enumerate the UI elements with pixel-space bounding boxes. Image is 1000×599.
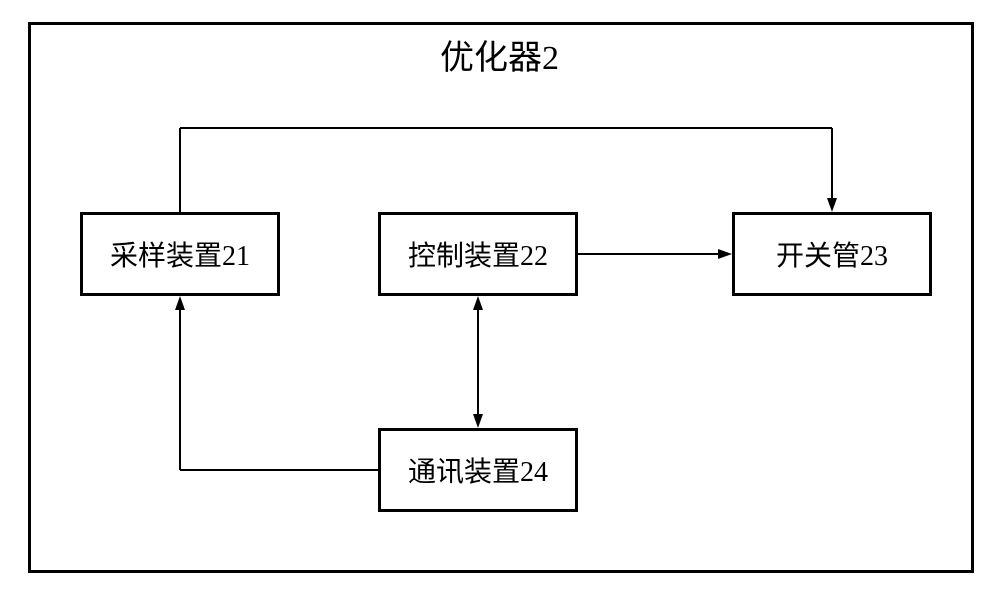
node-communication-device: 通讯装置24 bbox=[378, 428, 578, 512]
node-label: 控制装置22 bbox=[408, 234, 548, 274]
node-label: 开关管23 bbox=[776, 234, 888, 274]
diagram-canvas: 优化器2 采样装置21 控制装置22 开关管23 通讯装置24 bbox=[0, 0, 1000, 599]
node-label: 采样装置21 bbox=[110, 234, 250, 274]
node-switch-tube: 开关管23 bbox=[732, 212, 932, 296]
node-sampling-device: 采样装置21 bbox=[80, 212, 280, 296]
node-control-device: 控制装置22 bbox=[378, 212, 578, 296]
node-label: 通讯装置24 bbox=[408, 450, 548, 490]
container-title: 优化器2 bbox=[440, 30, 559, 79]
